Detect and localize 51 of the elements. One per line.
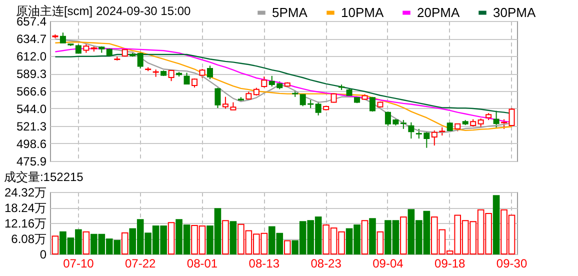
y-tick-label: 634.7: [16, 32, 47, 46]
legend-label: 20PMA: [417, 4, 460, 20]
candlestick: [261, 76, 268, 88]
y-tick-label: 612.0: [16, 50, 47, 64]
candlestick: [315, 101, 322, 116]
x-tick-label: 08-23: [310, 256, 342, 270]
bar: [52, 236, 59, 254]
y-tick-label: 566.6: [16, 84, 47, 99]
bar: [82, 231, 90, 254]
chart-title: 原油主连[scm] 2024-09-30 15:00: [16, 4, 192, 18]
x-tick-label: 09-04: [372, 256, 404, 270]
bar: [284, 240, 291, 254]
bar: [168, 222, 175, 254]
y-tick-label: 0: [40, 248, 47, 262]
candlestick: [431, 130, 438, 146]
x-tick-label: 09-18: [434, 256, 466, 270]
candlestick: [184, 72, 190, 84]
bar: [222, 220, 229, 254]
chart-title: 成交量:152215: [4, 170, 84, 184]
candlestick: [137, 52, 144, 70]
bar: [376, 231, 384, 254]
y-tick-label: 589.3: [16, 67, 47, 82]
y-tick-label: 12.16万: [4, 216, 46, 230]
x-tick-label: 08-01: [186, 256, 218, 270]
candlestick: [214, 87, 221, 109]
x-tick-label: 08-13: [248, 256, 280, 270]
legend-label: 30PMA: [493, 4, 536, 20]
bar: [369, 218, 376, 254]
bar: [230, 221, 237, 254]
y-tick-label: 18.24万: [4, 201, 46, 215]
y-tick-label: 498.6: [16, 136, 47, 151]
x-tick-label: 07-22: [124, 256, 156, 270]
candlestick: [408, 122, 414, 140]
candlestick: [60, 32, 66, 44]
y-tick-label: 24.32万: [4, 186, 46, 200]
y-tick-label: 544.0: [16, 102, 47, 116]
candlestick: [493, 110, 500, 130]
y-tick-label: 475.9: [16, 154, 47, 168]
bar: [400, 216, 407, 254]
candlestick: [508, 108, 515, 127]
bar: [121, 232, 128, 254]
candlestick: [478, 118, 484, 128]
candlestick: [206, 65, 213, 80]
bar: [492, 195, 500, 254]
legend-label: 10PMA: [341, 4, 384, 20]
legend-label: 5PMA: [272, 4, 308, 20]
y-tick-label: 521.3: [16, 119, 47, 134]
bar: [361, 220, 368, 254]
x-tick-label: 09-30: [496, 256, 528, 270]
y-tick-label: 6.08万: [11, 232, 46, 246]
x-tick-label: 07-10: [63, 256, 94, 270]
